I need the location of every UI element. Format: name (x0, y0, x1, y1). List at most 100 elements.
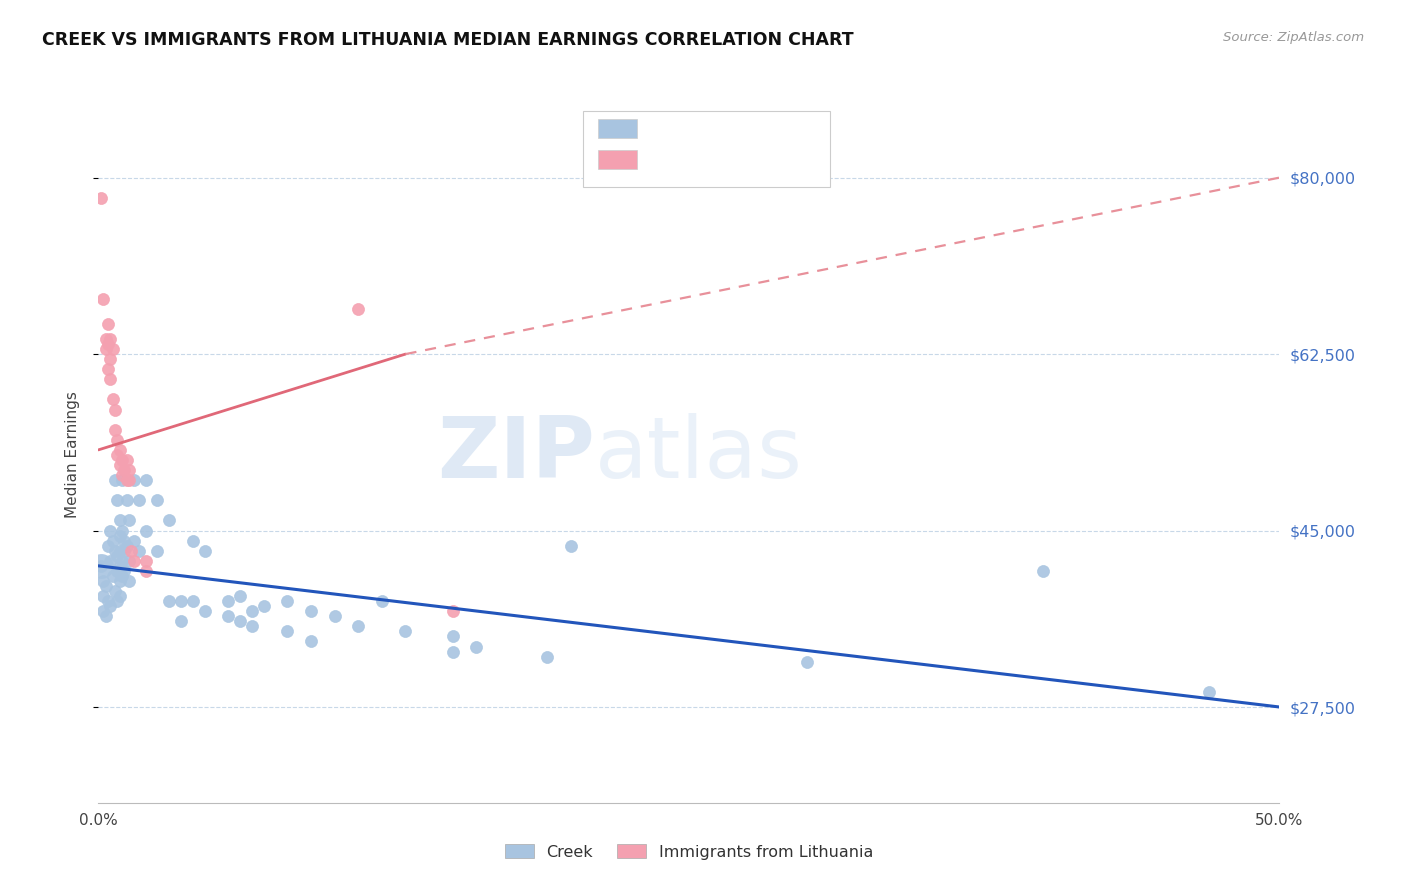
Point (135, 524, 157, 538)
Point (465, 640, 488, 654)
Point (111, 453, 134, 467)
Text: CREEK VS IMMIGRANTS FROM LITHUANIA MEDIAN EARNINGS CORRELATION CHART: CREEK VS IMMIGRANTS FROM LITHUANIA MEDIA… (42, 31, 853, 49)
Point (122, 533, 145, 548)
Point (108, 543, 131, 558)
Point (441, 644, 464, 658)
Point (441, 604, 464, 618)
Text: Source: ZipAtlas.com: Source: ZipAtlas.com (1223, 31, 1364, 45)
Point (115, 493, 138, 508)
Point (91, 604, 114, 618)
Point (111, 468, 134, 483)
Point (108, 574, 131, 588)
Point (112, 564, 135, 578)
Point (299, 634, 322, 648)
Point (98, 352, 121, 367)
Point (118, 574, 141, 588)
Point (323, 609, 346, 624)
Point (135, 564, 157, 578)
Point (94, 609, 117, 624)
Point (240, 604, 263, 618)
Point (98, 599, 121, 614)
Point (122, 554, 145, 568)
Point (229, 589, 252, 603)
Point (118, 554, 141, 568)
Point (111, 473, 134, 487)
Point (90, 558, 112, 573)
Point (146, 543, 169, 558)
Point (128, 543, 150, 558)
Point (94, 579, 117, 593)
Point (97, 317, 120, 331)
Point (181, 533, 204, 548)
Point (121, 543, 143, 558)
Point (157, 513, 180, 527)
Point (194, 604, 217, 618)
Point (118, 473, 141, 487)
Point (170, 615, 193, 629)
Text: R =  0.182: R = 0.182 (645, 151, 734, 169)
Point (91, 292, 114, 306)
Point (1032, 564, 1054, 578)
Point (104, 584, 127, 599)
Text: N = 76: N = 76 (745, 120, 807, 137)
Point (217, 594, 239, 608)
Point (98, 524, 121, 538)
Y-axis label: Median Earnings: Median Earnings (65, 392, 80, 518)
Point (796, 655, 818, 669)
Point (181, 594, 204, 608)
Point (108, 528, 131, 542)
Point (105, 564, 128, 578)
Text: N = 30: N = 30 (745, 151, 807, 169)
Text: atlas: atlas (595, 413, 803, 497)
Point (104, 473, 127, 487)
Point (560, 539, 582, 553)
Point (347, 619, 370, 633)
Point (101, 569, 124, 583)
Point (108, 558, 131, 573)
Point (111, 569, 134, 583)
Point (104, 423, 127, 437)
Point (115, 473, 138, 487)
Text: ZIP: ZIP (437, 413, 595, 497)
Point (94, 342, 117, 356)
Point (253, 599, 276, 614)
Point (98, 332, 121, 346)
Point (112, 543, 135, 558)
Point (97, 594, 120, 608)
Point (97, 337, 120, 351)
Point (98, 554, 121, 568)
Point (115, 539, 138, 553)
Point (91, 574, 114, 588)
Point (101, 342, 124, 356)
Point (441, 629, 464, 643)
Point (91, 589, 114, 603)
Point (108, 513, 131, 527)
Point (276, 624, 298, 639)
Point (90, 558, 112, 573)
Point (128, 493, 150, 508)
Point (97, 362, 120, 376)
Point (299, 604, 322, 618)
Point (394, 624, 416, 639)
Legend: Creek, Immigrants from Lithuania: Creek, Immigrants from Lithuania (501, 839, 877, 864)
Point (108, 442, 131, 457)
Point (105, 448, 128, 462)
Point (217, 609, 239, 624)
Point (371, 594, 394, 608)
Point (108, 458, 131, 472)
Point (112, 463, 135, 477)
Point (536, 649, 558, 664)
Point (122, 473, 145, 487)
Point (1198, 685, 1220, 699)
Point (135, 473, 157, 487)
Point (105, 433, 128, 447)
Point (118, 463, 141, 477)
Point (104, 543, 127, 558)
Point (146, 493, 169, 508)
Point (90, 191, 112, 205)
Point (111, 554, 134, 568)
Point (108, 589, 131, 603)
Point (157, 594, 180, 608)
Point (118, 513, 141, 527)
Point (105, 493, 128, 508)
